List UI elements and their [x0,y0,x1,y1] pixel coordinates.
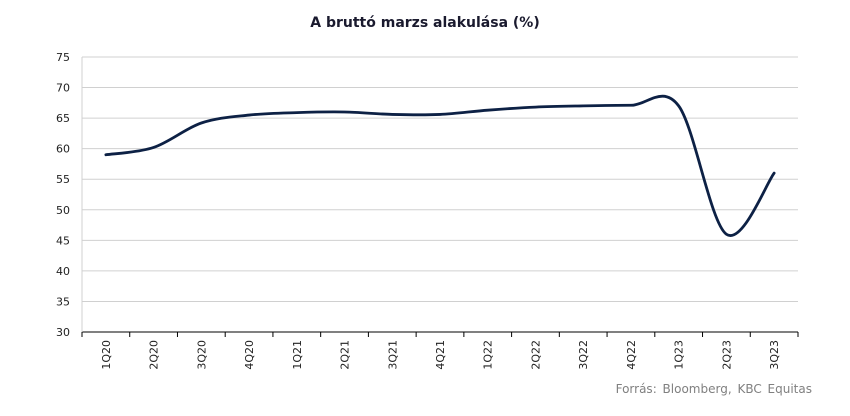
y-tick-label: 40 [56,265,70,278]
x-tick-label: 3Q22 [577,340,590,370]
x-tick-label: 1Q22 [482,340,495,370]
x-axis-ticks: 1Q20 2Q20 3Q20 4Q20 1Q21 2Q21 3Q21 4Q21 1Q22 2Q22… [100,340,781,370]
x-tick-label: 2Q20 [148,340,161,370]
y-axis-ticks: 30 35 40 45 50 55 60 65 70 75 [56,51,70,339]
x-tick-label: 1Q20 [100,340,113,370]
gridlines [82,56,798,302]
y-tick-label: 75 [56,51,70,64]
y-tick-label: 30 [56,326,70,339]
source-note: Forrás: Bloomberg, KBC Equitas [615,382,812,396]
x-tick-label: 4Q21 [434,340,447,370]
x-tick-label: 4Q20 [243,340,256,370]
x-tick-label: 1Q23 [673,340,686,370]
y-tick-label: 55 [56,173,70,186]
y-tick-label: 65 [56,112,70,125]
x-tick-label: 2Q21 [339,340,352,370]
y-tick-label: 35 [56,295,70,308]
x-tick-label: 3Q23 [768,340,781,370]
x-tick-label: 2Q22 [529,340,542,370]
x-tick-label: 4Q22 [625,340,638,370]
y-tick-label: 60 [56,143,70,156]
x-tick-label: 2Q23 [720,340,733,370]
chart-title: A bruttó marzs alakulása (%) [310,15,540,31]
y-tick-label: 70 [56,82,70,95]
y-tick-label: 45 [56,234,70,247]
series-lines [104,94,776,237]
series-line [104,94,776,237]
x-axis [81,57,799,337]
x-tick-label: 3Q20 [195,340,208,370]
x-tick-label: 1Q21 [291,340,304,370]
x-tick-label: 3Q21 [386,340,399,370]
y-tick-label: 50 [56,204,70,217]
